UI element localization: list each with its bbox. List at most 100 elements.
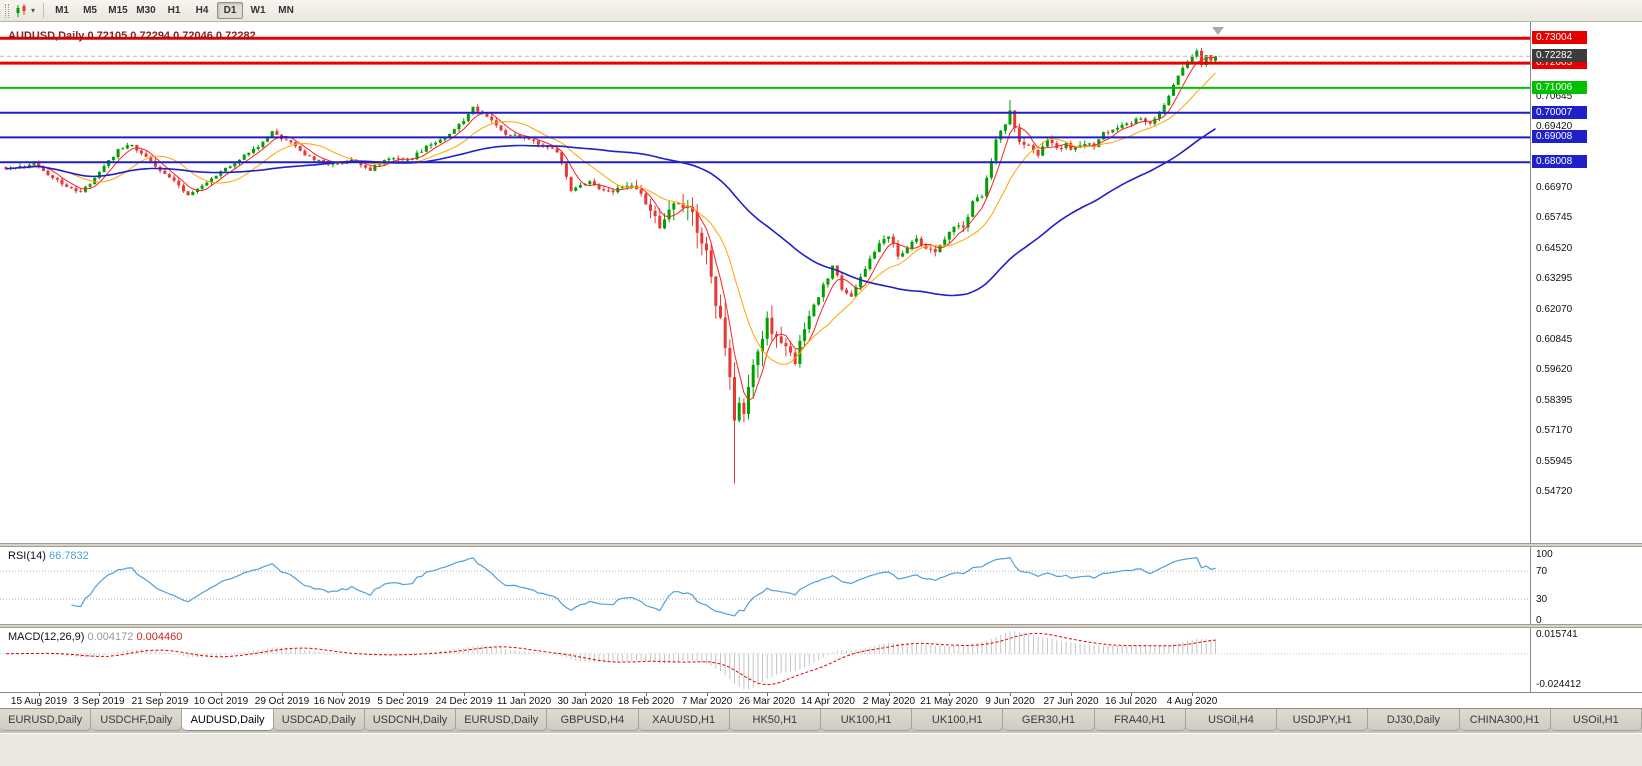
- chart-tab-usdcad-daily[interactable]: USDCAD,Daily: [273, 709, 365, 731]
- time-tick: [1010, 693, 1011, 696]
- chart-tab-china300-h1[interactable]: CHINA300,H1: [1459, 709, 1551, 731]
- price-tag-0.68008: 0.68008: [1532, 155, 1587, 168]
- timeframe-h1[interactable]: H1: [167, 5, 181, 16]
- chart-tab-xauusd-h1[interactable]: XAUUSD,H1: [638, 709, 730, 731]
- price-tag-0.70007: 0.70007: [1532, 106, 1587, 119]
- date-label-2-may-2020: 2 May 2020: [862, 696, 916, 707]
- toolbar-separator: [43, 3, 45, 18]
- price-tick-0.63295: 0.63295: [1536, 273, 1573, 284]
- price-tick-0.55945: 0.55945: [1536, 456, 1573, 467]
- date-label-10-oct-2019: 10 Oct 2019: [193, 696, 249, 707]
- date-label-11-jan-2020: 11 Jan 2020: [496, 696, 552, 707]
- panel-divider-macd[interactable]: [0, 624, 1642, 628]
- rsi-scale-0: 0: [1536, 615, 1542, 626]
- price-tick-0.69420: 0.69420: [1536, 121, 1573, 132]
- chart-tab-usdjpy-h1[interactable]: USDJPY,H1: [1277, 709, 1369, 731]
- price-tick-0.62070: 0.62070: [1536, 304, 1573, 315]
- chart-tab-audusd-daily[interactable]: AUDUSD,Daily: [182, 709, 274, 731]
- price-tick-0.65745: 0.65745: [1536, 212, 1573, 223]
- time-tick: [282, 693, 283, 696]
- date-label-21-may-2020: 21 May 2020: [920, 696, 978, 707]
- price-tag-0.73004: 0.73004: [1532, 31, 1587, 44]
- chart-tab-eurusd-daily[interactable]: EURUSD,Daily: [0, 709, 92, 731]
- chart-tab-ger30-h1[interactable]: GER30,H1: [1003, 709, 1095, 731]
- panel-divider-rsi[interactable]: [0, 543, 1642, 547]
- date-label-5-dec-2019: 5 Dec 2019: [377, 696, 429, 707]
- chart-tab-uk100-h1[interactable]: UK100,H1: [912, 709, 1004, 731]
- chart-tab-eurusd-daily[interactable]: EURUSD,Daily: [456, 709, 548, 731]
- date-label-7-mar-2020: 7 Mar 2020: [681, 696, 733, 707]
- timeframe-h4[interactable]: H4: [195, 5, 209, 16]
- chart-tab-usdchf-daily[interactable]: USDCHF,Daily: [91, 709, 183, 731]
- timeframe-d1[interactable]: D1: [217, 2, 244, 19]
- time-tick: [646, 693, 647, 696]
- date-label-16-jul-2020: 16 Jul 2020: [1105, 696, 1157, 707]
- macd-panel[interactable]: [0, 628, 1530, 692]
- date-label-27-jun-2020: 27 Jun 2020: [1043, 696, 1099, 707]
- timeframe-mn[interactable]: MN: [278, 5, 294, 16]
- timeframe-w1[interactable]: W1: [250, 5, 266, 16]
- main-price-chart[interactable]: [0, 22, 1530, 543]
- candlestick-glyph: [16, 3, 26, 17]
- macd-histogram: [10, 631, 1216, 689]
- toolbar-grip[interactable]: [5, 3, 9, 18]
- time-tick: [1131, 693, 1132, 696]
- date-label-16-nov-2019: 16 Nov 2019: [313, 696, 371, 707]
- chart-tab-dj30-daily[interactable]: DJ30,Daily: [1368, 709, 1460, 731]
- timeframe-m1[interactable]: M1: [55, 5, 69, 16]
- price-tick-0.54720: 0.54720: [1536, 486, 1573, 497]
- chart-shift-marker[interactable]: [1212, 27, 1224, 35]
- rsi-line: [71, 556, 1216, 617]
- rsi-panel[interactable]: [0, 547, 1530, 624]
- date-label-14-apr-2020: 14 Apr 2020: [801, 696, 855, 707]
- date-label-26-mar-2020: 26 Mar 2020: [738, 696, 796, 707]
- price-tick-0.59620: 0.59620: [1536, 364, 1573, 375]
- chart-tab-usoil-h4[interactable]: USOil,H4: [1185, 709, 1278, 731]
- time-tick: [889, 693, 890, 696]
- time-tick: [464, 693, 465, 696]
- macd-label: MACD(12,26,9) 0.004172 0.004460: [8, 631, 182, 643]
- chart-ohlc-values: 0.72105 0.72294 0.72046 0.72282: [87, 30, 256, 42]
- macd-main-value: 0.004172: [87, 631, 134, 643]
- macd-scale-top: 0.015741: [1536, 629, 1578, 640]
- time-axis[interactable]: 15 Aug 2019 3 Sep 2019 21 Sep 2019 10 Oct 2…: [0, 692, 1642, 708]
- time-tick: [39, 693, 40, 696]
- price-tick-0.70645: 0.70645: [1536, 91, 1573, 102]
- chart-tab-uk100-h1[interactable]: UK100,H1: [820, 709, 913, 731]
- chart-tab-usdcnh-daily[interactable]: USDCNH,Daily: [364, 709, 457, 731]
- timeframe-buttons: M1 M5 M15 M30 H1 H4 D1 W1 MN: [49, 2, 299, 19]
- time-tick: [585, 693, 586, 696]
- time-tick: [160, 693, 161, 696]
- date-label-4-aug-2020: 4 Aug 2020: [1166, 696, 1218, 707]
- ma-fast-line: [5, 57, 1216, 401]
- date-label-9-jun-2020: 9 Jun 2020: [985, 696, 1035, 707]
- time-tick: [403, 693, 404, 696]
- rsi-name: RSI(14): [8, 550, 46, 562]
- price-tick-0.58395: 0.58395: [1536, 395, 1573, 406]
- chart-tab-fra40-h1[interactable]: FRA40,H1: [1094, 709, 1186, 731]
- price-axis[interactable]: 0.70645 0.69420 0.66970 0.65745 0.64520 0.632…: [1530, 22, 1642, 708]
- rsi-value: 66.7832: [48, 550, 89, 562]
- time-tick: [99, 693, 100, 696]
- macd-signal-value: 0.004460: [136, 631, 183, 643]
- chart-tabs: EURUSD,Daily USDCHF,Daily AUDUSD,Daily USDC…: [0, 708, 1642, 733]
- chart-tab-usoil-h1[interactable]: USOil,H1: [1550, 709, 1642, 731]
- date-label-18-feb-2020: 18 Feb 2020: [617, 696, 675, 707]
- date-label-30-jan-2020: 30 Jan 2020: [557, 696, 613, 707]
- ma-slow-line: [5, 128, 1216, 297]
- timeframe-m30[interactable]: M30: [136, 5, 156, 16]
- current-price-tag: 0.72282: [1532, 49, 1587, 62]
- ma-mid-line: [5, 72, 1216, 365]
- chart-icon[interactable]: [13, 3, 31, 19]
- macd-scale-bottom: -0.024412: [1536, 679, 1582, 690]
- moving-averages: [5, 57, 1216, 401]
- time-tick: [1192, 693, 1193, 696]
- price-tick-0.64520: 0.64520: [1536, 243, 1573, 254]
- chart-tab-hk50-h1[interactable]: HK50,H1: [729, 709, 821, 731]
- date-label-3-sep-2019: 3 Sep 2019: [73, 696, 125, 707]
- chart-title: AUDUSD,Daily 0.72105 0.72294 0.72046 0.7…: [8, 30, 256, 42]
- chart-tab-gbpusd-h4[interactable]: GBPUSD,H4: [547, 709, 639, 731]
- dropdown-caret-icon[interactable]: ▾: [31, 6, 36, 15]
- timeframe-m5[interactable]: M5: [83, 5, 97, 16]
- timeframe-m15[interactable]: M15: [108, 5, 128, 16]
